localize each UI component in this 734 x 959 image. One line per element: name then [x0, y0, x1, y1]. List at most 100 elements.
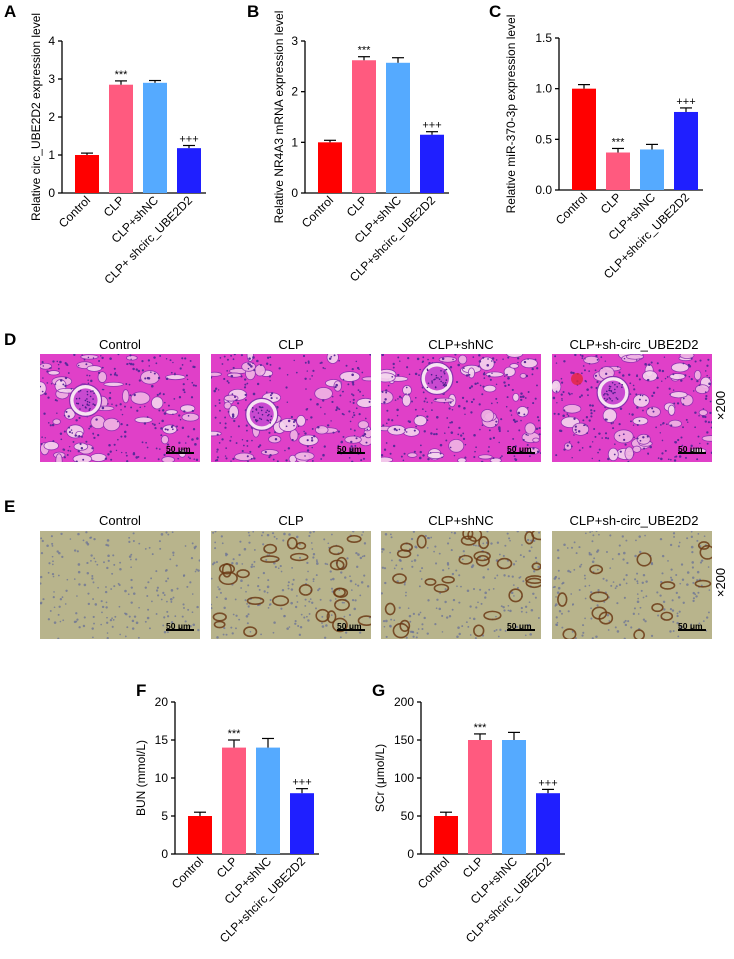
he-title-control: Control [99, 337, 141, 352]
category-label: CLP [101, 193, 127, 219]
category-label: CLP [214, 854, 240, 880]
y-tick-label: 10 [155, 771, 169, 785]
y-tick-label: 5 [161, 809, 168, 823]
y-axis-label: Relative NR4A3 mRNA expression level [272, 11, 286, 224]
category-label: CLP [460, 854, 486, 880]
bar [318, 142, 342, 193]
bar [502, 740, 526, 854]
ihc-scalebar-clp-shnc: 50 μm [507, 621, 539, 641]
bar [572, 88, 596, 190]
bar [468, 740, 492, 854]
ihc-scalebar-control: 50 μm [166, 621, 198, 641]
ihc-image-clp-shnc [381, 531, 541, 639]
he-stain-row: Control CLP CLP+shNC CLP+sh-circ_UBE2D2 … [0, 330, 734, 500]
he-title-clp-shcirc: CLP+sh-circ_UBE2D2 [569, 337, 699, 352]
significance-label: +++ [538, 777, 557, 789]
he-image-clp-shnc [381, 354, 541, 462]
he-image-control [40, 354, 200, 462]
ihc-image-clp [211, 531, 371, 639]
y-tick-label: 15 [155, 733, 169, 747]
he-title-clp: CLP [278, 337, 304, 352]
chart-nr4a3: 0 1 2 3 Relative NR4A3 mRNA expression level… [272, 11, 449, 284]
panel-letter-g: G [372, 681, 386, 700]
panel-letter-e: E [4, 497, 16, 516]
ihc-title-clp: CLP [278, 513, 304, 528]
panel-letter-b: B [247, 2, 260, 21]
significance-label: +++ [676, 96, 695, 108]
chart-mir-370-3p: 0.0 0.5 1.0 1.5 Relative miR-370-3p expressi… [504, 15, 703, 281]
he-scalebar-control: 50 μm [166, 444, 198, 464]
he-magnification: ×200 [713, 390, 729, 421]
category-label: Control [169, 854, 206, 891]
he-image-clp [211, 354, 371, 462]
bar [420, 134, 444, 193]
panel-letter-c: C [489, 2, 502, 21]
ihc-image-control [40, 531, 200, 639]
y-tick-label: 1 [291, 135, 298, 149]
y-axis-label: BUN (mmol/L) [134, 740, 148, 816]
bar [352, 60, 376, 194]
significance-label: *** [358, 45, 372, 57]
category-label: CLP [344, 193, 370, 219]
he-scalebar-clp-shnc: 50 μm [507, 444, 539, 464]
ihc-stain-row: Control CLP CLP+shNC CLP+sh-circ_UBE2D2 … [0, 497, 734, 667]
bar [640, 149, 664, 190]
y-tick-label: 0.0 [535, 183, 552, 197]
bar [109, 84, 133, 193]
y-tick-label: 4 [48, 34, 55, 48]
category-label: Control [415, 854, 452, 891]
bar [177, 148, 201, 193]
he-scalebar-clp-shcirc: 50 μm [678, 444, 710, 464]
y-tick-label: 0.5 [535, 132, 552, 146]
y-axis-label: Relative circ_UBE2D2 expression level [29, 13, 43, 221]
y-tick-label: 0 [407, 847, 414, 861]
bar [188, 816, 212, 854]
ihc-title-control: Control [99, 513, 141, 528]
y-tick-label: 1.0 [535, 82, 552, 96]
significance-label: *** [228, 728, 242, 740]
ihc-scalebar-clp: 50 μm [337, 621, 369, 641]
panel-letter-a: A [4, 2, 17, 21]
ihc-title-clp-shnc: CLP+shNC [428, 513, 494, 528]
bar [290, 793, 314, 854]
y-tick-label: 200 [394, 695, 414, 709]
bar [75, 155, 99, 193]
panel-letter-f: F [136, 681, 147, 700]
category-label: Control [299, 193, 336, 230]
significance-label: +++ [292, 777, 311, 789]
category-label: CLP [598, 190, 624, 216]
bar [536, 793, 560, 854]
y-tick-label: 0 [161, 847, 168, 861]
significance-label: +++ [422, 120, 441, 132]
bar [256, 747, 280, 854]
bar [434, 816, 458, 854]
bar [386, 62, 410, 193]
y-tick-label: 1.5 [535, 31, 552, 45]
bar [143, 82, 167, 193]
ihc-scalebar-clp-shcirc: 50 μm [678, 621, 710, 641]
y-tick-label: 2 [48, 110, 55, 124]
ihc-magnification: ×200 [713, 567, 729, 598]
y-tick-label: 150 [394, 733, 414, 747]
bar [674, 111, 698, 190]
he-title-clp-shnc: CLP+shNC [428, 337, 494, 352]
y-tick-label: 2 [291, 85, 298, 99]
y-tick-label: 0 [291, 186, 298, 200]
category-label: Control [56, 193, 93, 230]
ihc-title-clp-shcirc: CLP+sh-circ_UBE2D2 [569, 513, 699, 528]
bar [606, 152, 630, 190]
he-scalebar-clp: 50 μm [337, 444, 369, 464]
y-tick-label: 0 [48, 186, 55, 200]
y-tick-label: 100 [394, 771, 414, 785]
significance-label: *** [612, 136, 626, 148]
y-tick-label: 20 [155, 695, 169, 709]
category-label: Control [553, 190, 590, 227]
chart-circ-ube2d2: 0 1 2 3 4 Relative circ_UBE2D2 expression lev… [29, 13, 206, 287]
ihc-image-clp-shcirc [552, 531, 712, 639]
y-tick-label: 1 [48, 148, 55, 162]
y-tick-label: 3 [291, 34, 298, 48]
significance-label: +++ [179, 134, 198, 146]
significance-label: *** [115, 69, 129, 81]
bar [222, 747, 246, 854]
